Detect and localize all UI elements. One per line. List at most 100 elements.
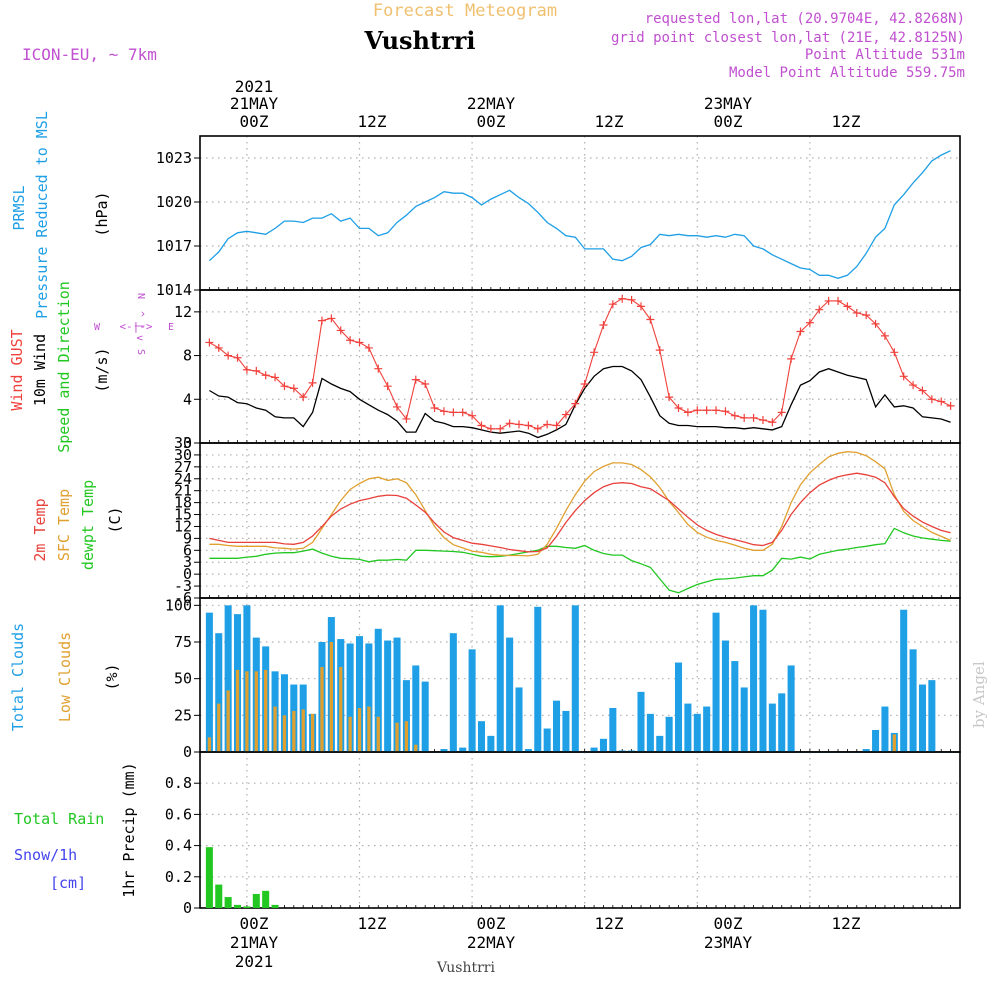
wind-gust-marker	[439, 407, 448, 416]
y-tick-label: 12	[174, 303, 192, 321]
low-cloud-bar	[292, 710, 296, 752]
total-cloud-bar	[918, 684, 926, 752]
total-cloud-bar	[684, 703, 692, 752]
wind-gust-marker	[261, 371, 270, 380]
low-cloud-bar	[329, 642, 333, 752]
wind-gust-marker	[927, 395, 936, 404]
cloud-low-label: Low Clouds	[56, 632, 74, 722]
rain-bar	[252, 893, 260, 908]
wind-gust-line	[209, 298, 951, 430]
y-tick-label: 25	[174, 706, 192, 724]
total-cloud-bar	[346, 643, 354, 752]
wind-gust-marker	[730, 411, 739, 420]
total-cloud-bar	[477, 721, 485, 752]
total-cloud-bar	[553, 700, 561, 752]
temp-dew-label: dewpt Temp	[79, 480, 97, 570]
wind-gust-marker	[552, 421, 561, 430]
wind-gust-marker	[421, 379, 430, 388]
total-cloud-bar	[543, 728, 551, 752]
y-tick-label: 1014	[156, 281, 192, 299]
total-cloud-bar	[599, 738, 607, 752]
precip-panel: 0 0.2 0.4 0.6 0.8	[165, 751, 961, 917]
y-tick-label: 8	[183, 347, 192, 365]
wind-gust-marker	[561, 410, 570, 419]
low-cloud-bar	[207, 737, 212, 752]
total-cloud-bar	[909, 649, 917, 752]
wind-gust-marker	[871, 319, 880, 328]
wind-gust-marker	[899, 372, 908, 381]
wind-gust-marker	[787, 354, 796, 363]
wind-gust-marker	[805, 318, 814, 327]
top-year-label: 2021	[235, 77, 274, 96]
bottom-date-label: 22MAY	[467, 933, 516, 952]
wind-10m-label: 10m Wind	[31, 334, 49, 406]
wind-gust-marker	[505, 419, 514, 428]
y-tick-label: 0	[183, 743, 192, 761]
bottom-year-label: 2021	[235, 952, 274, 971]
panel-border	[199, 751, 961, 909]
wind-gust-marker	[890, 348, 899, 357]
wind-gust-marker	[843, 302, 852, 311]
total-cloud-bar	[675, 662, 683, 752]
wind-gust-marker	[280, 382, 289, 391]
low-cloud-bar	[892, 734, 896, 752]
low-cloud-bar	[395, 722, 399, 752]
wind-gust-marker	[712, 406, 721, 415]
wind-gust-marker	[486, 424, 495, 433]
compass-east: E	[168, 322, 174, 333]
total-cloud-bar	[787, 665, 795, 752]
wind-unit: (m/s)	[93, 347, 111, 392]
total-cloud-bar	[506, 637, 514, 752]
top-time-tick: 12Z	[595, 112, 624, 131]
low-cloud-bar	[217, 703, 221, 752]
wind-gust-marker	[364, 343, 373, 352]
y-tick-label: 15	[174, 506, 192, 524]
bottom-time-tick: 00Z	[477, 914, 506, 933]
y-tick-label: 0	[183, 434, 192, 452]
wind-gust-marker	[618, 294, 627, 303]
wind-speed-line	[209, 365, 951, 439]
low-cloud-bar	[235, 669, 240, 752]
wind-gust-marker	[524, 421, 533, 430]
y-tick-label: 0.4	[165, 837, 192, 855]
low-cloud-bar	[264, 669, 268, 752]
wind-gust-marker	[383, 382, 392, 391]
total-cloud-bar	[402, 680, 410, 752]
precip-axis-label: 1hr Precip (mm)	[120, 762, 138, 897]
total-cloud-bar	[768, 703, 776, 752]
wind-gust-marker	[636, 302, 645, 311]
temp-unit: (C)	[106, 506, 124, 533]
wind-gust-marker	[289, 384, 298, 393]
wind-gust-marker	[909, 381, 918, 390]
wind-dir-label: Speed and Direction	[55, 281, 73, 453]
wind-panel: 0 4 8 12	[174, 289, 961, 452]
wind-gust-marker	[327, 314, 336, 323]
total-cloud-bar	[215, 633, 223, 752]
y-tick-label: 0.8	[165, 774, 192, 792]
wind-gust-marker	[374, 364, 383, 373]
total-cloud-bar	[496, 605, 504, 752]
panel-border	[199, 135, 961, 291]
wind-gust-marker	[834, 296, 843, 305]
total-cloud-bar	[862, 749, 870, 752]
total-cloud-bar	[637, 691, 645, 752]
temp-sfc-label: SFC Temp	[55, 489, 73, 561]
compass-north: N	[135, 293, 146, 299]
top-date-labels: 21MAY 22MAY 23MAY	[230, 94, 753, 113]
wind-gust-marker	[683, 408, 692, 417]
wind-gust-marker	[862, 311, 871, 320]
credit-watermark: by Angel	[970, 661, 988, 728]
wind-gust-marker	[252, 366, 261, 375]
total-cloud-bar	[731, 661, 739, 752]
total-cloud-bar	[280, 674, 288, 752]
wind-gust-marker	[768, 418, 777, 427]
precip-total-label: Total Rain	[14, 810, 104, 828]
y-tick-label: 30	[174, 446, 192, 464]
wind-gust-marker	[665, 393, 674, 402]
low-cloud-bar	[301, 709, 305, 752]
low-cloud-bar	[282, 715, 287, 752]
top-date-label: 23MAY	[704, 94, 753, 113]
total-cloud-bar	[590, 747, 598, 752]
low-cloud-bar	[320, 666, 324, 752]
